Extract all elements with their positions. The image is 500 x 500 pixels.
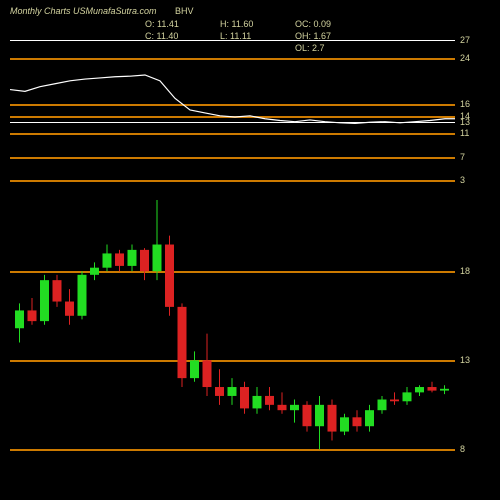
axis-label: 8 (460, 444, 465, 454)
axis-label: 3 (460, 175, 465, 185)
axis-label: 11 (460, 128, 469, 138)
stat-high: H: 11.60 (220, 18, 295, 30)
axis-label: 18 (460, 266, 470, 276)
upper-indicator-panel: 24161413112773 (10, 40, 455, 180)
stat-open: O: 11.41 (145, 18, 220, 30)
axis-label: 7 (460, 152, 465, 162)
chart-title: Monthly Charts USMunafaSutra.com (10, 6, 157, 16)
candlestick-panel: 18138 (10, 200, 455, 485)
axis-label: 13 (460, 355, 470, 365)
axis-label: 24 (460, 53, 470, 63)
axis-label: 13 (460, 117, 470, 127)
stat-oc: OC: 0.09 (295, 18, 370, 30)
axis-label: 27 (460, 35, 470, 45)
ticker-symbol: BHV (175, 6, 194, 16)
axis-label: 16 (460, 99, 470, 109)
